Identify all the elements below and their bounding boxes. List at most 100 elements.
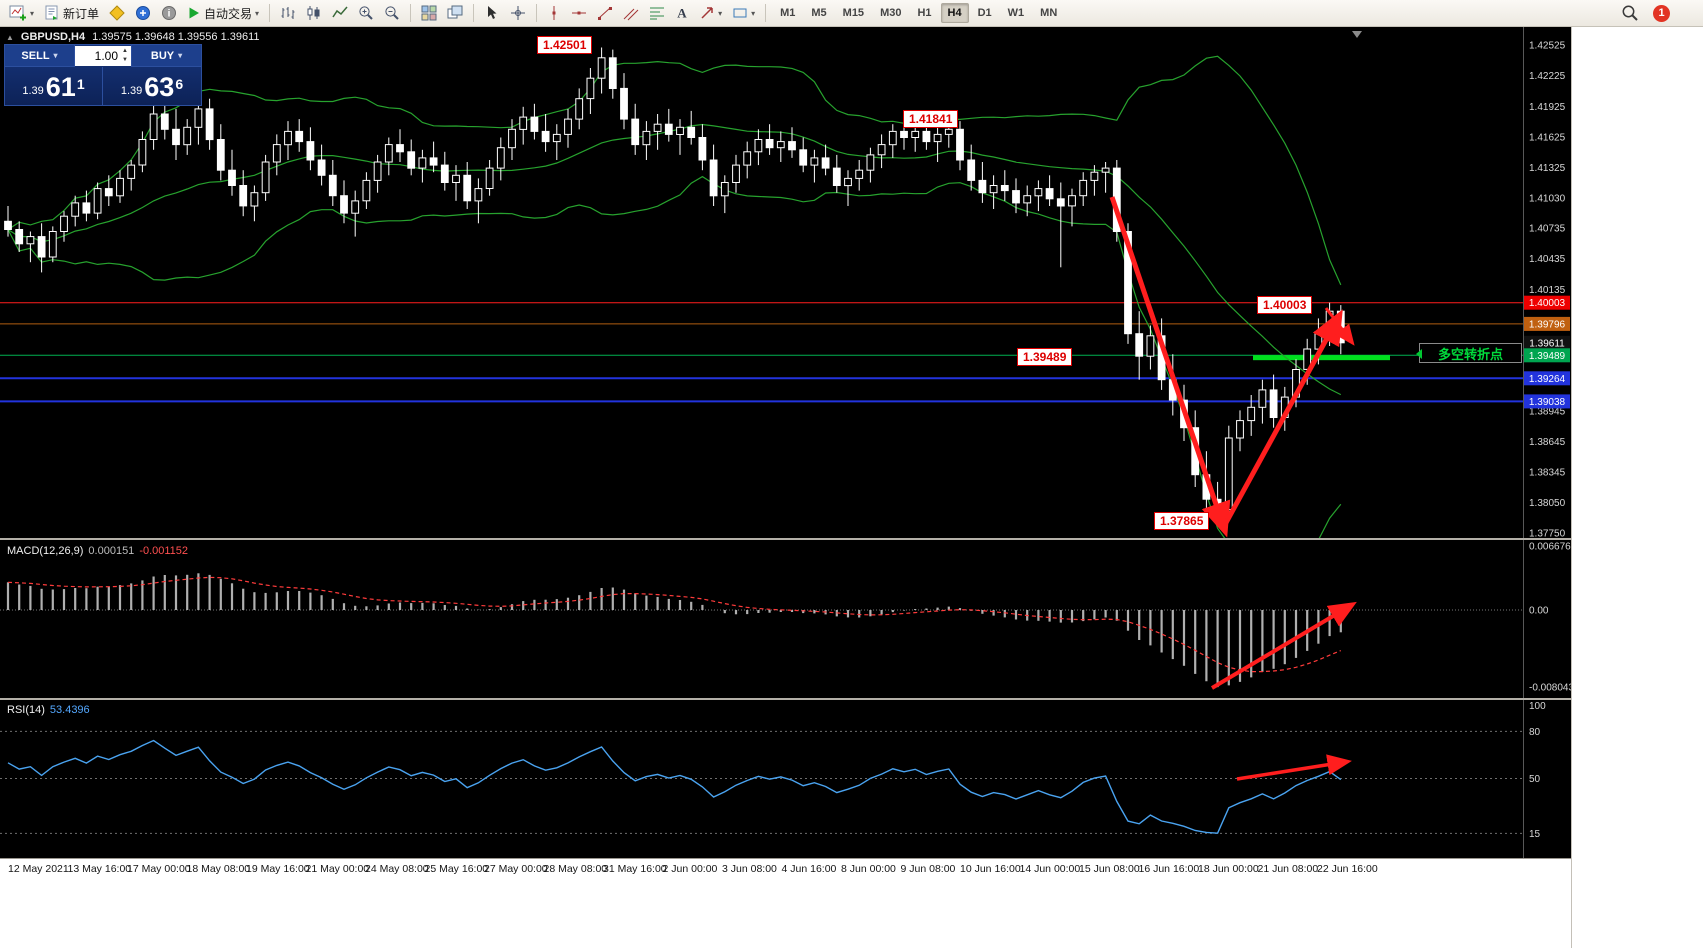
sell-price-button[interactable]: 1.39 61 1 (5, 67, 103, 106)
panel-splitter[interactable] (0, 698, 1571, 700)
trend-arrow[interactable] (1109, 196, 1231, 538)
chevron-down-icon: ▾ (53, 51, 58, 60)
trendline-icon (598, 7, 613, 20)
macd-chart[interactable]: 0.006676 0.00 -0.008043 (0, 540, 1571, 698)
chart-window: 1.42525 1.42225 1.41925 1.41625 1.41325 1.410… (0, 27, 1571, 878)
zoom-in-button[interactable] (354, 2, 378, 24)
buy-button[interactable]: BUY ▾ (131, 45, 201, 67)
tile-windows-button[interactable] (417, 2, 441, 24)
rsi-chart[interactable]: 100 80 50 15 (0, 700, 1571, 858)
chevron-down-icon: ▾ (751, 8, 756, 18)
new-chart-icon (9, 5, 26, 21)
trend-arrow[interactable] (1324, 307, 1355, 346)
panel-splitter[interactable] (0, 538, 1571, 540)
fibonacci-icon (650, 7, 665, 20)
time-label: 27 May 00:00 (484, 863, 548, 875)
lot-size-input[interactable] (75, 49, 118, 63)
play-icon (189, 7, 200, 19)
price-callout[interactable]: 1.37865 (1154, 512, 1210, 530)
macd-scale-label: 0.006676 (1529, 542, 1571, 553)
line-chart-icon (332, 6, 348, 18)
text-tool-button[interactable]: A (671, 2, 693, 24)
turning-point-annotation[interactable]: 多空转折点 (1416, 343, 1522, 363)
time-label: 28 May 08:00 (543, 863, 608, 875)
lot-decrease-button[interactable]: ▼ (122, 57, 128, 63)
symbol-name: GBPUSD,H4 (20, 31, 86, 43)
collapse-triangle-icon[interactable]: ▲ (6, 32, 14, 42)
new-chart-button[interactable]: ▾ (5, 2, 38, 24)
macd-signal-value: -0.001152 (139, 545, 189, 557)
timeframe-h4[interactable]: H4 (940, 3, 969, 23)
buy-price-button[interactable]: 1.39 63 6 (103, 67, 201, 106)
toolbar-separator (536, 4, 538, 22)
price-callout[interactable]: 1.39489 (1017, 348, 1073, 366)
trendline-tool-button[interactable] (593, 2, 617, 24)
candlestick-type-button[interactable] (302, 2, 326, 24)
rsi-trend-arrow[interactable] (1236, 754, 1352, 781)
macd-main-value: 0.000151 (88, 545, 135, 557)
svg-text:1.39796: 1.39796 (1529, 319, 1566, 330)
timeframe-w1[interactable]: W1 (1007, 7, 1025, 19)
bar-chart-type-button[interactable] (276, 2, 300, 24)
timeframe-m1[interactable]: M1 (780, 7, 796, 19)
macd-trend-arrow[interactable] (1210, 601, 1357, 690)
sell-button[interactable]: SELL ▾ (5, 45, 75, 67)
price-tick-label: 1.37750 (1529, 529, 1566, 539)
timeframe-m30[interactable]: M30 (880, 7, 902, 19)
auto-trading-button[interactable]: 自动交易 ▾ (183, 2, 263, 24)
candles-layer (4, 47, 1345, 522)
notification-badge[interactable]: 1 (1653, 4, 1670, 22)
line-chart-type-button[interactable] (328, 2, 352, 24)
time-label: 13 May 16:00 (67, 863, 132, 875)
zoom-in-icon (359, 6, 373, 20)
cursor-button[interactable] (480, 2, 504, 24)
macd-histogram (6, 573, 1342, 688)
trend-arrow[interactable] (1219, 309, 1343, 532)
price-callout[interactable]: 1.42501 (537, 36, 593, 54)
timeframe-d1[interactable]: D1 (977, 7, 992, 19)
support-zone[interactable] (1253, 355, 1390, 361)
search-button[interactable] (1617, 2, 1643, 24)
vertical-line-tool-button[interactable] (543, 2, 565, 24)
price-callout[interactable]: 1.40003 (1257, 296, 1313, 314)
rsi-value: 53.4396 (49, 704, 90, 716)
terminal-button[interactable] (131, 2, 155, 24)
macd-label: MACD(12,26,9) 0.000151 -0.001152 (7, 545, 188, 557)
time-label: 15 Jun 08:00 (1079, 863, 1140, 875)
timeframe-m5[interactable]: M5 (811, 7, 827, 19)
search-icon (1622, 5, 1638, 21)
channel-tool-button[interactable] (619, 2, 643, 24)
time-label: 3 Jun 08:00 (722, 863, 777, 875)
svg-text:1.39038: 1.39038 (1529, 397, 1566, 408)
rsi-scale-label: 100 (1529, 701, 1546, 712)
price-callout[interactable]: 1.41841 (903, 110, 959, 128)
rsi-label: RSI(14) 53.4396 (7, 704, 90, 716)
timeframe-h1[interactable]: H1 (917, 7, 932, 19)
cascade-windows-button[interactable] (443, 2, 467, 24)
price-tag: 1.39611 (1524, 335, 1570, 350)
timeframe-mn[interactable]: MN (1040, 7, 1058, 19)
time-label: 12 May 2021 (8, 863, 69, 875)
buy-price-prefix: 1.39 (120, 85, 143, 97)
scripts-button[interactable]: i (157, 2, 181, 24)
shapes-tool-button[interactable]: ▾ (728, 2, 759, 24)
fibonacci-tool-button[interactable] (645, 2, 669, 24)
metaeditor-button[interactable] (105, 2, 129, 24)
crosshair-button[interactable] (506, 2, 530, 24)
price-tick-label: 1.40735 (1529, 223, 1566, 234)
arrows-tool-button[interactable]: ▾ (695, 2, 726, 24)
zoom-out-button[interactable] (380, 2, 404, 24)
macd-scale-label: 0.00 (1529, 606, 1549, 617)
new-order-button[interactable]: 新订单 (40, 2, 103, 24)
macd-name: MACD(12,26,9) (7, 545, 84, 557)
chart-shift-marker[interactable] (1352, 31, 1362, 38)
time-label: 14 Jun 00:00 (1019, 863, 1081, 875)
svg-text:i: i (168, 9, 171, 20)
toolbar-separator (473, 4, 475, 22)
timeframe-m15[interactable]: M15 (842, 7, 865, 19)
lot-increase-button[interactable]: ▲ (122, 48, 128, 54)
horizontal-line-tool-button[interactable] (567, 2, 591, 24)
svg-text:1.39489: 1.39489 (1529, 351, 1566, 362)
time-axis[interactable]: 12 May 2021 13 May 16:00 17 May 00:00 18 Ma… (0, 858, 1571, 878)
main-chart[interactable]: 1.42525 1.42225 1.41925 1.41625 1.41325 1.410… (0, 27, 1571, 538)
